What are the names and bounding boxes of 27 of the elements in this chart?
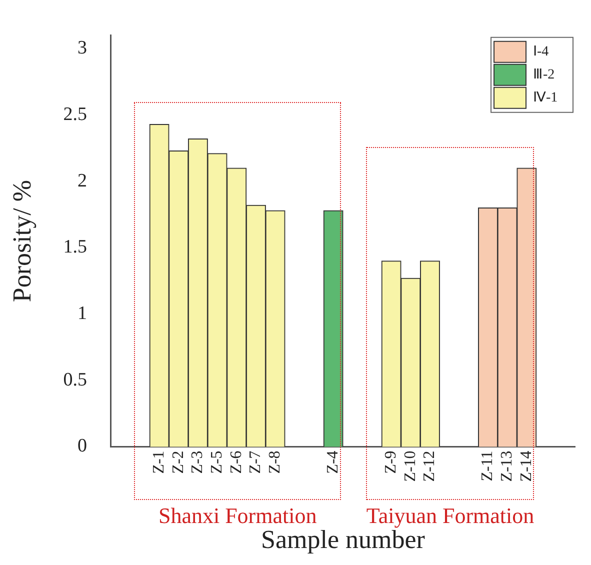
x-tick-label: Z-12 — [421, 450, 438, 482]
text: Taiyuan Formation — [366, 503, 534, 529]
y-axis-title: Porosity/ % — [7, 180, 36, 302]
y-tick-label: 2.5 — [63, 104, 87, 125]
y-tick-label: 0 — [77, 436, 87, 457]
legend-label: Ⅰ-4 — [533, 44, 549, 60]
text: Shanxi Formation — [158, 503, 317, 529]
legend-label: Ⅳ-1 — [533, 90, 558, 106]
y-tick-label: 2 — [77, 170, 87, 192]
x-tick-label: Z-13 — [498, 450, 516, 482]
y-tick-label: 0.5 — [63, 369, 87, 390]
y-tick-label: 1 — [77, 303, 87, 324]
x-tick-label: Z-9 — [382, 450, 400, 474]
x-tick-label: Z-14 — [518, 450, 535, 482]
y-tick-label: 1.5 — [63, 236, 87, 258]
x-tick-label: Z-3 — [189, 450, 206, 474]
x-tick-label: Z-7 — [247, 450, 264, 474]
x-tick-label: Z-6 — [228, 450, 245, 474]
y-tick-label: 3 — [77, 38, 87, 59]
legend-label: Ⅲ-2 — [533, 68, 555, 83]
x-tick-label: Z-4 — [324, 450, 342, 474]
x-tick-label: Z-1 — [150, 450, 168, 474]
x-tick-label: Z-5 — [208, 450, 226, 474]
x-tick-label: Z-10 — [402, 450, 419, 482]
x-tick-label: Z-11 — [479, 450, 496, 482]
x-tick-label: Z-2 — [170, 450, 187, 474]
x-tick-label: Z-8 — [266, 450, 284, 474]
